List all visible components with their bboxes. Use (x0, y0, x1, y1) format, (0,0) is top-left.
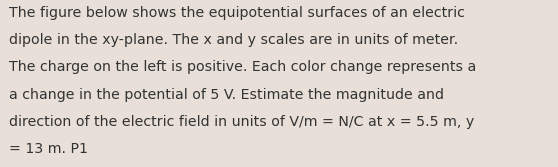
Text: dipole in the xy-plane. The x and y scales are in units of meter.: dipole in the xy-plane. The x and y scal… (9, 33, 458, 47)
Text: The charge on the left is positive. Each color change represents a: The charge on the left is positive. Each… (9, 60, 476, 74)
Text: = 13 m. P1: = 13 m. P1 (9, 142, 88, 156)
Text: The figure below shows the equipotential surfaces of an electric: The figure below shows the equipotential… (9, 6, 465, 20)
Text: a change in the potential of 5 V. Estimate the magnitude and: a change in the potential of 5 V. Estima… (9, 88, 444, 102)
Text: direction of the electric field in units of V/m = N/C at x = 5.5 m, y: direction of the electric field in units… (9, 115, 474, 129)
